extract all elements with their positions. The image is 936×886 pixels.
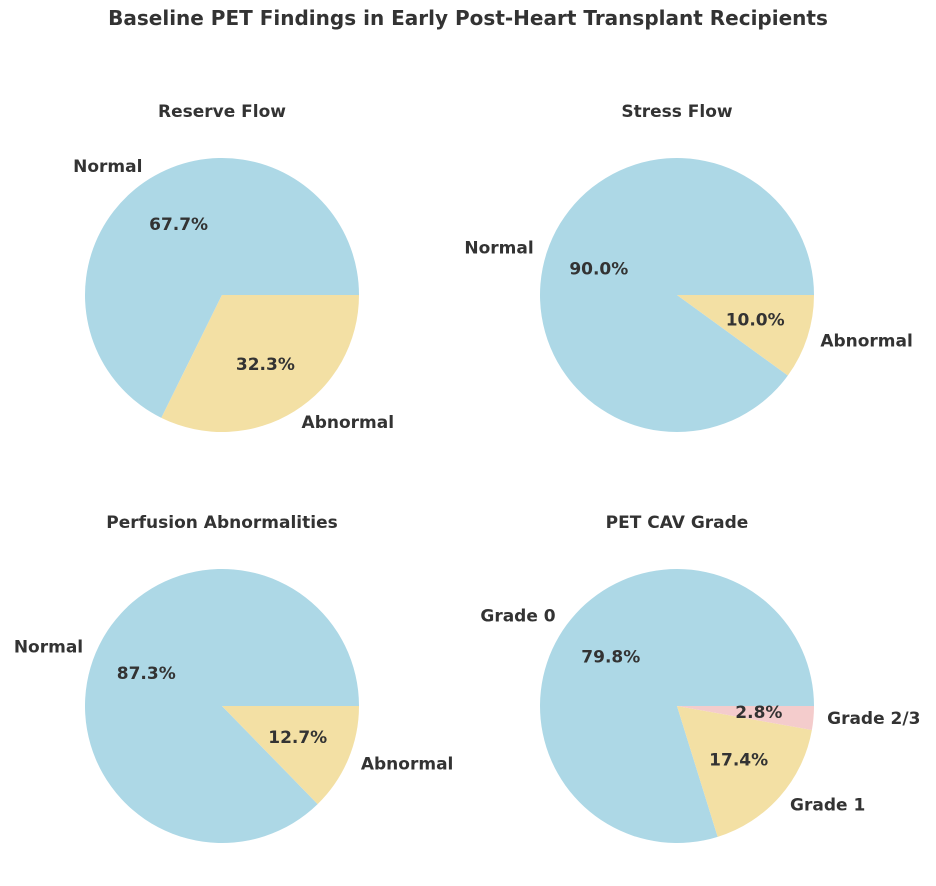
chart-title: Perfusion Abnormalities [106, 513, 337, 533]
slice-label-abnormal: Abnormal [820, 332, 913, 352]
pie-chart-perfusion-abnormalities: Perfusion Abnormalities Normal 87.3% Abnorm… [14, 513, 454, 843]
slice-label-normal: Normal [464, 238, 533, 258]
figure-title: Baseline PET Findings in Early Post-Hear… [108, 6, 828, 30]
slice-label-grade-0: Grade 0 [480, 607, 555, 627]
slice-label-abnormal: Abnormal [302, 413, 395, 433]
percent-label-abnormal: 32.3% [236, 355, 295, 375]
pie-panels: Reserve Flow Normal 67.7% Abnormal 32.3% Stre… [14, 102, 921, 843]
percent-label-abnormal: 12.7% [268, 728, 327, 748]
pie-chart-stress-flow: Stress Flow Normal 90.0% Abnormal 10.0% [464, 102, 912, 432]
slice-label-grade-2-3: Grade 2/3 [827, 709, 920, 729]
slice-label-normal: Normal [14, 637, 83, 657]
slice-label-grade-1: Grade 1 [790, 796, 865, 816]
percent-label-normal: 90.0% [569, 260, 628, 280]
percent-label-grade-2-3: 2.8% [735, 703, 782, 723]
percent-label-normal: 87.3% [117, 664, 176, 684]
chart-title: PET CAV Grade [606, 513, 749, 533]
chart-title: Stress Flow [621, 102, 733, 122]
pie-chart-reserve-flow: Reserve Flow Normal 67.7% Abnormal 32.3% [73, 102, 394, 433]
percent-label-grade-1: 17.4% [709, 750, 768, 770]
chart-title: Reserve Flow [158, 102, 286, 122]
slice-label-normal: Normal [73, 157, 142, 177]
percent-label-grade-0: 79.8% [581, 647, 640, 667]
figure: Baseline PET Findings in Early Post-Hear… [0, 0, 936, 886]
percent-label-normal: 67.7% [149, 215, 208, 235]
slice-label-abnormal: Abnormal [361, 755, 454, 775]
pie-chart-pet-cav-grade: PET CAV Grade Grade 0 79.8% Grade 1 17.4% Gra… [480, 513, 920, 843]
percent-label-abnormal: 10.0% [726, 310, 785, 330]
